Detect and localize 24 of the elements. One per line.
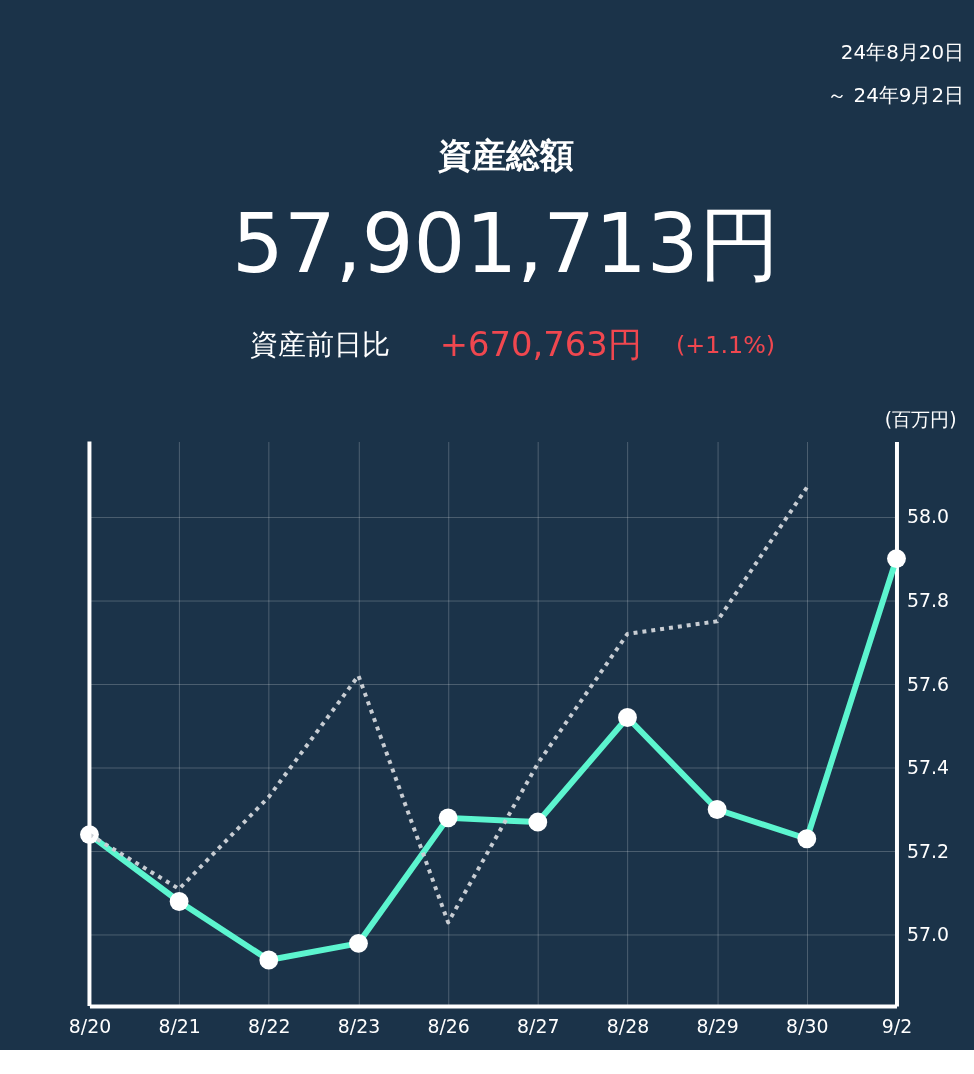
chart-subtitle: 57,901,713円: [232, 195, 780, 291]
x-tick-label: 8/27: [517, 1015, 560, 1038]
x-tick-label: 8/30: [786, 1015, 829, 1038]
x-tick-label: 8/28: [606, 1015, 650, 1038]
text: +670,763円: [439, 325, 642, 365]
x-tick-label: 9/2: [881, 1015, 913, 1038]
y-tick-label: 58.0: [906, 505, 949, 528]
y-tick-label: 57.2: [906, 839, 949, 862]
y-tick-label: 57.0: [906, 923, 949, 946]
text: ～ 24年9月2日: [827, 83, 965, 107]
text: 24年8月20日: [840, 40, 965, 64]
text: 資産前日比: [250, 328, 391, 362]
y-axis-title: (百万円): [884, 408, 957, 431]
x-tick-label: 8/26: [427, 1015, 470, 1038]
y-tick-label: 57.6: [906, 672, 949, 695]
y-tick-label: 57.4: [906, 756, 949, 779]
x-tick-label: 8/23: [337, 1015, 381, 1038]
text: (+1.1%): [675, 331, 776, 360]
x-tick-label: 8/29: [696, 1015, 739, 1038]
x-tick-label: 8/21: [158, 1015, 201, 1038]
y-tick-label: 57.8: [906, 588, 949, 611]
chart-title: 資産総額: [436, 136, 574, 176]
x-tick-label: 8/22: [248, 1015, 291, 1038]
x-tick-label: 8/20: [68, 1015, 112, 1038]
